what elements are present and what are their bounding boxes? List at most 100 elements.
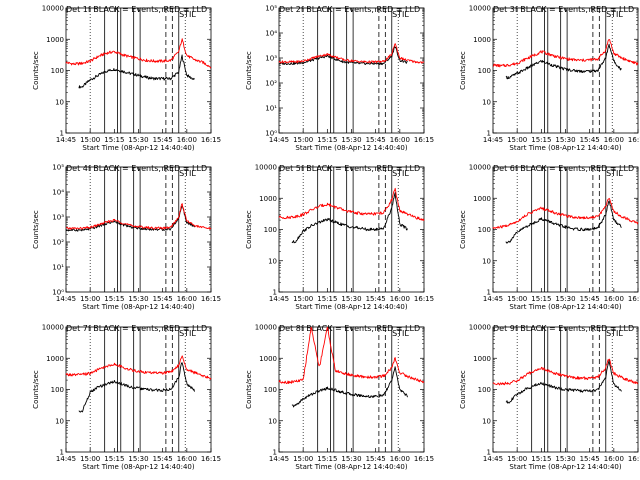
panel-title: Det 9f BLACK = Events, RED = LLD <box>493 324 634 333</box>
x-tick-label: 15:15 <box>317 455 337 463</box>
x-tick-label: 15:15 <box>531 136 551 144</box>
x-tick-label: 16:00 <box>390 136 410 144</box>
flag-label: STIL <box>179 169 196 178</box>
y-axis-label: Counts/sec <box>459 51 467 90</box>
x-axis-label: Start Time (08-Apr-12 14:40:40) <box>295 463 407 471</box>
x-tick-label: 16:15 <box>414 295 434 303</box>
y-tick-label: 1 <box>273 449 277 457</box>
x-tick-label: 16:00 <box>604 455 624 463</box>
x-tick-label: 14:45 <box>269 136 289 144</box>
y-tick-label: 10 <box>268 417 277 425</box>
y-axis-label: Counts/sec <box>32 51 40 90</box>
series-lld-line <box>278 187 425 222</box>
y-tick-label: 1000 <box>46 36 64 44</box>
x-tick-label: 14:45 <box>56 136 76 144</box>
x-axis-label: Start Time (08-Apr-12 14:40:40) <box>509 463 621 471</box>
x-tick-label: 15:30 <box>555 455 575 463</box>
y-tick-label: 10000 <box>255 164 277 172</box>
x-axis-label: Start Time (08-Apr-12 14:40:40) <box>295 303 407 311</box>
y-axis-label: Counts/sec <box>32 370 40 409</box>
panel-2: Det 2f BLACK = Events, RED = LLDSTIL10⁰1… <box>245 5 434 153</box>
plot-frame <box>492 7 639 134</box>
x-tick-label: 16:00 <box>390 295 410 303</box>
x-tick-label: 16:15 <box>628 136 640 144</box>
x-tick-label: 16:00 <box>177 136 197 144</box>
y-tick-label: 100 <box>51 67 64 75</box>
y-axis-label: Counts/sec <box>459 210 467 249</box>
x-tick-label: 16:00 <box>177 295 197 303</box>
panel-title: Det 4f BLACK = Events, RED = LLD <box>66 164 207 173</box>
series-events-line <box>78 54 195 89</box>
panel-title: Det 1f BLACK = Events, RED = LLD <box>66 5 207 14</box>
y-tick-label: 1 <box>60 449 64 457</box>
y-tick-label: 1 <box>487 289 491 297</box>
y-tick-label: 1 <box>60 130 64 138</box>
flag-label: STIL <box>392 10 409 19</box>
y-tick-label: 1000 <box>46 355 64 363</box>
y-tick-label: 10000 <box>469 5 491 13</box>
x-tick-label: 15:15 <box>317 136 337 144</box>
series-events-line <box>291 192 408 244</box>
y-tick-label: 10⁵ <box>52 164 64 172</box>
panel-title: Det 7f BLACK = Events, RED = LLD <box>66 324 207 333</box>
y-tick-label: 10² <box>52 239 64 247</box>
y-axis-label: Counts/sec <box>32 210 40 249</box>
y-tick-label: 1000 <box>259 195 277 203</box>
y-tick-label: 10³ <box>52 214 64 222</box>
x-axis-label: Start Time (08-Apr-12 14:40:40) <box>82 144 194 152</box>
y-tick-label: 1000 <box>259 355 277 363</box>
x-tick-label: 15:15 <box>104 455 124 463</box>
y-tick-label: 10⁰ <box>265 130 277 138</box>
x-axis-label: Start Time (08-Apr-12 14:40:40) <box>82 303 194 311</box>
x-tick-label: 15:00 <box>507 136 527 144</box>
series-events-line <box>505 200 622 244</box>
x-tick-label: 14:45 <box>269 295 289 303</box>
y-tick-label: 100 <box>478 386 491 394</box>
y-tick-label: 1 <box>487 130 491 138</box>
x-tick-label: 14:45 <box>483 136 503 144</box>
x-tick-label: 15:15 <box>104 136 124 144</box>
series-events-line <box>65 205 195 232</box>
panel-title: Det 5f BLACK = Events, RED = LLD <box>279 164 420 173</box>
x-tick-label: 15:30 <box>341 295 361 303</box>
x-tick-label: 15:30 <box>555 136 575 144</box>
x-tick-label: 15:30 <box>128 455 148 463</box>
x-tick-label: 15:15 <box>104 295 124 303</box>
flag-label: STIL <box>392 169 409 178</box>
x-tick-label: 15:00 <box>80 295 100 303</box>
x-tick-label: 16:15 <box>201 136 221 144</box>
x-tick-label: 16:15 <box>414 455 434 463</box>
x-tick-label: 15:30 <box>341 455 361 463</box>
x-axis-label: Start Time (08-Apr-12 14:40:40) <box>82 463 194 471</box>
y-axis-label: Counts/sec <box>245 51 253 90</box>
x-axis-label: Start Time (08-Apr-12 14:40:40) <box>509 144 621 152</box>
y-tick-label: 10 <box>55 98 64 106</box>
x-tick-label: 16:15 <box>414 136 434 144</box>
y-tick-label: 100 <box>478 67 491 75</box>
y-tick-label: 10² <box>265 80 277 88</box>
y-axis-label: Counts/sec <box>459 370 467 409</box>
y-tick-label: 1000 <box>473 355 491 363</box>
plot-frame <box>278 166 425 293</box>
x-tick-label: 15:45 <box>580 455 600 463</box>
x-tick-label: 16:00 <box>604 136 624 144</box>
x-tick-label: 14:45 <box>56 455 76 463</box>
y-tick-label: 10 <box>482 257 491 265</box>
x-tick-label: 15:15 <box>531 295 551 303</box>
series-lld-line <box>492 39 639 68</box>
y-tick-label: 10 <box>482 98 491 106</box>
x-tick-label: 15:45 <box>366 295 386 303</box>
plot-frame <box>65 326 212 453</box>
y-tick-label: 10000 <box>469 164 491 172</box>
plot-frame <box>492 166 639 293</box>
y-tick-label: 10000 <box>469 324 491 332</box>
y-tick-label: 1 <box>487 449 491 457</box>
flag-label: STIL <box>179 329 196 338</box>
panel-title: Det 6f BLACK = Events, RED = LLD <box>493 164 634 173</box>
plot-frame <box>278 7 425 134</box>
x-tick-label: 14:45 <box>483 455 503 463</box>
